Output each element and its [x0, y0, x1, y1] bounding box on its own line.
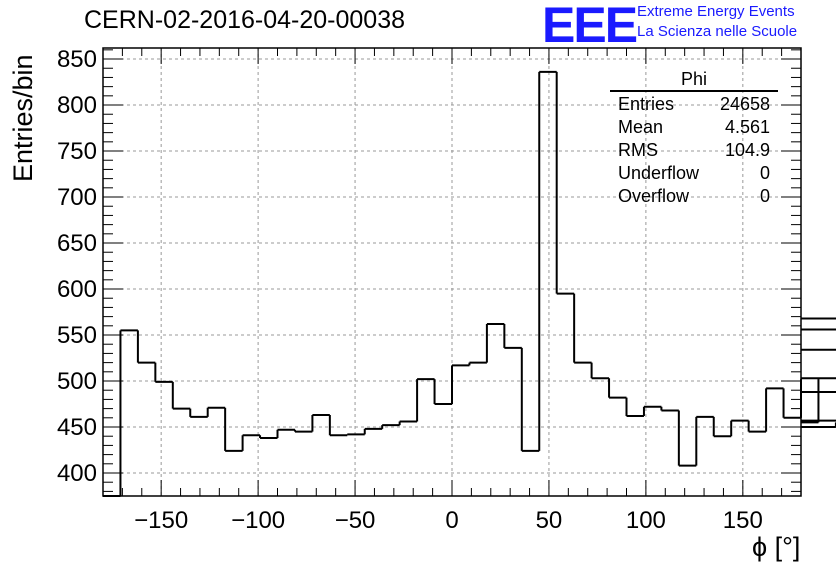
stats-label: Overflow	[618, 186, 690, 206]
x-tick-label: −100	[231, 507, 285, 534]
y-tick-label: 450	[57, 414, 97, 441]
stats-box: Phi Entries 24658 Mean 4.561 RMS 104.9 U…	[610, 68, 778, 208]
org-name: Extreme Energy Events La Scienza nelle S…	[637, 2, 797, 42]
stats-row-underflow: Underflow 0	[610, 162, 778, 185]
eee-logo: EEE	[542, 0, 638, 53]
y-tick-label: 550	[57, 322, 97, 349]
y-tick-label: 700	[57, 184, 97, 211]
histogram-bin	[730, 419, 749, 437]
histogram-bin	[747, 420, 767, 433]
y-tick-label: 650	[57, 230, 97, 257]
x-tick-label: 100	[626, 507, 666, 534]
x-tick-label: 0	[445, 507, 458, 534]
stats-value: 24658	[719, 94, 770, 114]
histogram-bin	[642, 405, 662, 416]
stats-row-mean: Mean 4.561	[610, 116, 778, 139]
histogram-bin	[590, 362, 610, 380]
y-tick-label: 500	[57, 368, 97, 395]
histogram-bin	[346, 433, 365, 436]
plot-frame	[102, 47, 802, 497]
histogram-bin	[765, 387, 784, 432]
x-tick-label: −50	[335, 507, 376, 534]
histogram-bin	[712, 416, 732, 438]
histogram-bin	[782, 388, 801, 419]
histogram-bin	[660, 406, 679, 412]
stats-row-overflow: Overflow 0	[610, 185, 778, 208]
histogram-bin	[293, 429, 313, 433]
stats-label: Mean	[618, 117, 664, 137]
histogram-bin	[224, 407, 243, 452]
histogram-bin	[520, 347, 540, 452]
y-tick-label: 400	[57, 460, 97, 487]
histogram-bin	[695, 415, 714, 466]
histogram-bin	[677, 410, 697, 467]
histogram-bin	[801, 377, 836, 380]
x-axis-label: ϕ [°]	[752, 532, 801, 562]
histogram-bin	[136, 330, 156, 364]
histogram-bin	[573, 293, 592, 364]
histogram-bin	[433, 379, 452, 406]
histogram-bin	[416, 378, 435, 422]
histogram-bin	[311, 414, 330, 432]
histogram-bin	[801, 379, 820, 424]
x-tick-label: −150	[134, 507, 188, 534]
stats-value: 104.9	[724, 140, 770, 160]
histogram-bin	[608, 378, 627, 399]
y-tick-label: 600	[57, 276, 97, 303]
histogram-bin	[801, 419, 836, 422]
histogram-bin	[555, 71, 575, 295]
y-axis-label: Entries/bin	[8, 54, 38, 182]
stats-title: Phi	[610, 68, 778, 92]
histogram-bin	[276, 428, 295, 439]
histogram-bin	[801, 328, 836, 331]
histogram-bin	[538, 70, 557, 451]
histogram-bin	[801, 348, 836, 351]
org-line-2: La Scienza nelle Scuole	[637, 23, 798, 40]
stats-label: Underflow	[618, 163, 700, 183]
histogram-bin	[171, 381, 191, 410]
histogram-bin	[451, 364, 470, 405]
histogram-bin	[801, 317, 836, 320]
y-tick-label: 750	[57, 138, 97, 165]
histogram-bin	[398, 420, 418, 426]
stats-value: 4.561	[724, 117, 770, 137]
histogram-bin	[241, 434, 261, 451]
histogram-bin	[485, 322, 505, 363]
histogram-bin	[259, 435, 278, 440]
histogram-bin	[503, 323, 522, 349]
chart-title: CERN-02-2016-04-20-00038	[84, 6, 406, 34]
stats-value: 0	[759, 163, 770, 183]
stats-label: RMS	[618, 140, 658, 160]
histogram-bin	[119, 329, 138, 496]
x-tick-label: 50	[536, 507, 563, 534]
x-tick-label: 150	[723, 507, 763, 534]
stats-label: Entries	[618, 94, 675, 114]
histogram-bin	[381, 424, 400, 429]
stats-row-entries: Entries 24658	[610, 93, 778, 116]
stats-value: 0	[759, 186, 770, 206]
y-tick-label: 800	[57, 92, 97, 119]
histogram-bin	[154, 362, 173, 383]
org-line-1: Extreme Energy Events	[637, 3, 795, 20]
histogram-bin	[328, 415, 348, 437]
histogram-bin	[625, 397, 644, 417]
stats-row-rms: RMS 104.9	[610, 139, 778, 162]
y-tick-label: 850	[57, 46, 97, 73]
histogram-bin	[189, 408, 208, 418]
histogram-bin	[468, 361, 487, 366]
histogram-bin	[206, 406, 226, 417]
histogram-bin	[363, 427, 383, 435]
